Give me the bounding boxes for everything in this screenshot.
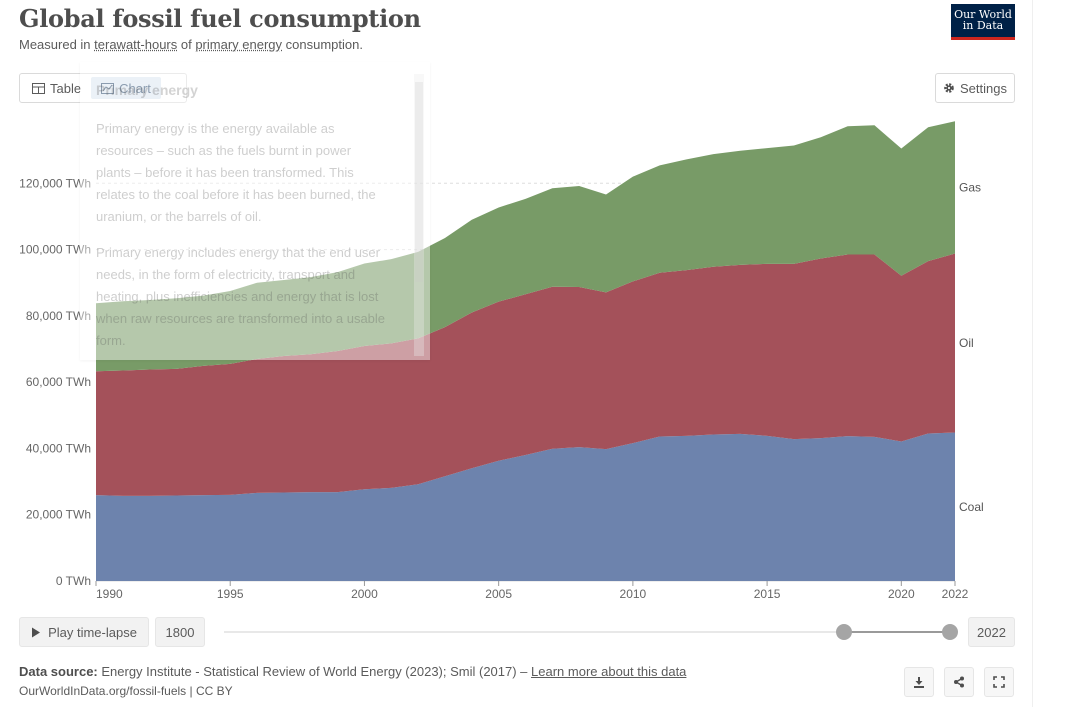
area-gas[interactable] <box>96 121 955 372</box>
x-tick-label: 2000 <box>351 587 378 601</box>
gear-icon <box>944 83 954 93</box>
subtitle: Measured in terawatt-hours of primary en… <box>19 37 363 52</box>
credit-line: OurWorldInData.org/fossil-fuels | CC BY <box>19 684 233 698</box>
download-icon <box>914 677 924 688</box>
logo-line1: Our World <box>954 8 1012 21</box>
timeline-start-handle[interactable] <box>836 624 852 640</box>
x-tick-label: 2020 <box>888 587 915 601</box>
series-label-gas: Gas <box>959 180 981 194</box>
y-tick-label: 80,000 TWh <box>26 309 91 323</box>
view-tabs: Table Chart <box>19 73 187 103</box>
table-icon <box>32 82 45 94</box>
series-label-coal: Coal <box>959 500 984 514</box>
tooltip-scrollbar[interactable] <box>414 74 424 356</box>
primary-energy-tooltip: Primary energy Primary energy is the ene… <box>80 62 430 360</box>
subtitle-pre: Measured in <box>19 37 95 52</box>
area-oil[interactable] <box>96 253 955 496</box>
page-title: Global fossil fuel consumption <box>19 4 421 33</box>
tab-chart[interactable]: Chart <box>91 77 161 99</box>
share-icon <box>954 676 964 688</box>
page-divider <box>1032 0 1033 707</box>
tooltip-paragraph-1: Primary energy is the energy available a… <box>96 121 376 224</box>
series-label-oil: Oil <box>959 336 974 350</box>
chart-icon <box>101 82 115 94</box>
timeline-end-handle[interactable] <box>942 624 958 640</box>
fullscreen-button[interactable] <box>984 667 1014 697</box>
area-coal[interactable] <box>96 432 955 581</box>
tooltip-scroll-thumb[interactable] <box>415 82 423 282</box>
learn-more-link[interactable]: Learn more about this data <box>531 664 687 679</box>
play-icon <box>32 627 41 637</box>
y-tick-label: 60,000 TWh <box>26 375 91 389</box>
logo-line2: in Data <box>962 19 1004 32</box>
x-tick-label: 1990 <box>96 587 123 601</box>
data-source: Data source: Energy Institute - Statisti… <box>19 664 686 679</box>
download-button[interactable] <box>904 667 934 697</box>
tab-chart-label: Chart <box>119 80 151 96</box>
settings-label: Settings <box>960 80 1007 96</box>
y-tick-label: 40,000 TWh <box>26 441 91 455</box>
x-tick-label: 1995 <box>217 587 244 601</box>
subtitle-post: consumption. <box>282 37 363 52</box>
primary-energy-link[interactable]: primary energy <box>195 37 283 52</box>
y-tick-label: 20,000 TWh <box>26 508 91 522</box>
y-tick-label: 100,000 TWh <box>19 243 91 257</box>
timeline-track[interactable] <box>224 631 950 633</box>
x-tick-label: 2005 <box>485 587 512 601</box>
tab-table-label: Table <box>50 80 82 96</box>
play-label: Play time-lapse <box>48 624 137 640</box>
tooltip-paragraph-2: Primary energy includes energy that the … <box>96 245 386 348</box>
fullscreen-icon <box>993 676 1005 688</box>
x-tick-label: 2010 <box>620 587 647 601</box>
start-year[interactable]: 1800 <box>155 617 205 647</box>
subtitle-mid: of <box>177 37 196 52</box>
owid-logo[interactable]: Our World in Data <box>951 4 1015 40</box>
terawatt-hours-link[interactable]: terawatt-hours <box>94 37 178 52</box>
tooltip-title: Primary energy <box>96 82 198 98</box>
tab-table[interactable]: Table <box>22 77 91 99</box>
source-label: Data source: <box>19 664 98 679</box>
end-year[interactable]: 2022 <box>968 617 1015 647</box>
x-tick-label: 2022 <box>942 587 969 601</box>
y-tick-label: 120,000 TWh <box>19 176 91 190</box>
timeline-selected-range <box>844 631 950 633</box>
x-tick-label: 2015 <box>754 587 781 601</box>
play-timelapse-button[interactable]: Play time-lapse <box>19 617 149 647</box>
y-tick-label: 0 TWh <box>56 574 91 588</box>
settings-button[interactable]: Settings <box>935 73 1015 103</box>
source-text: Energy Institute - Statistical Review of… <box>97 664 532 679</box>
area-chart: 0 TWh 20,000 TWh 40,000 TWh 60,000 TWh 80,00… <box>19 121 984 601</box>
share-button[interactable] <box>944 667 974 697</box>
